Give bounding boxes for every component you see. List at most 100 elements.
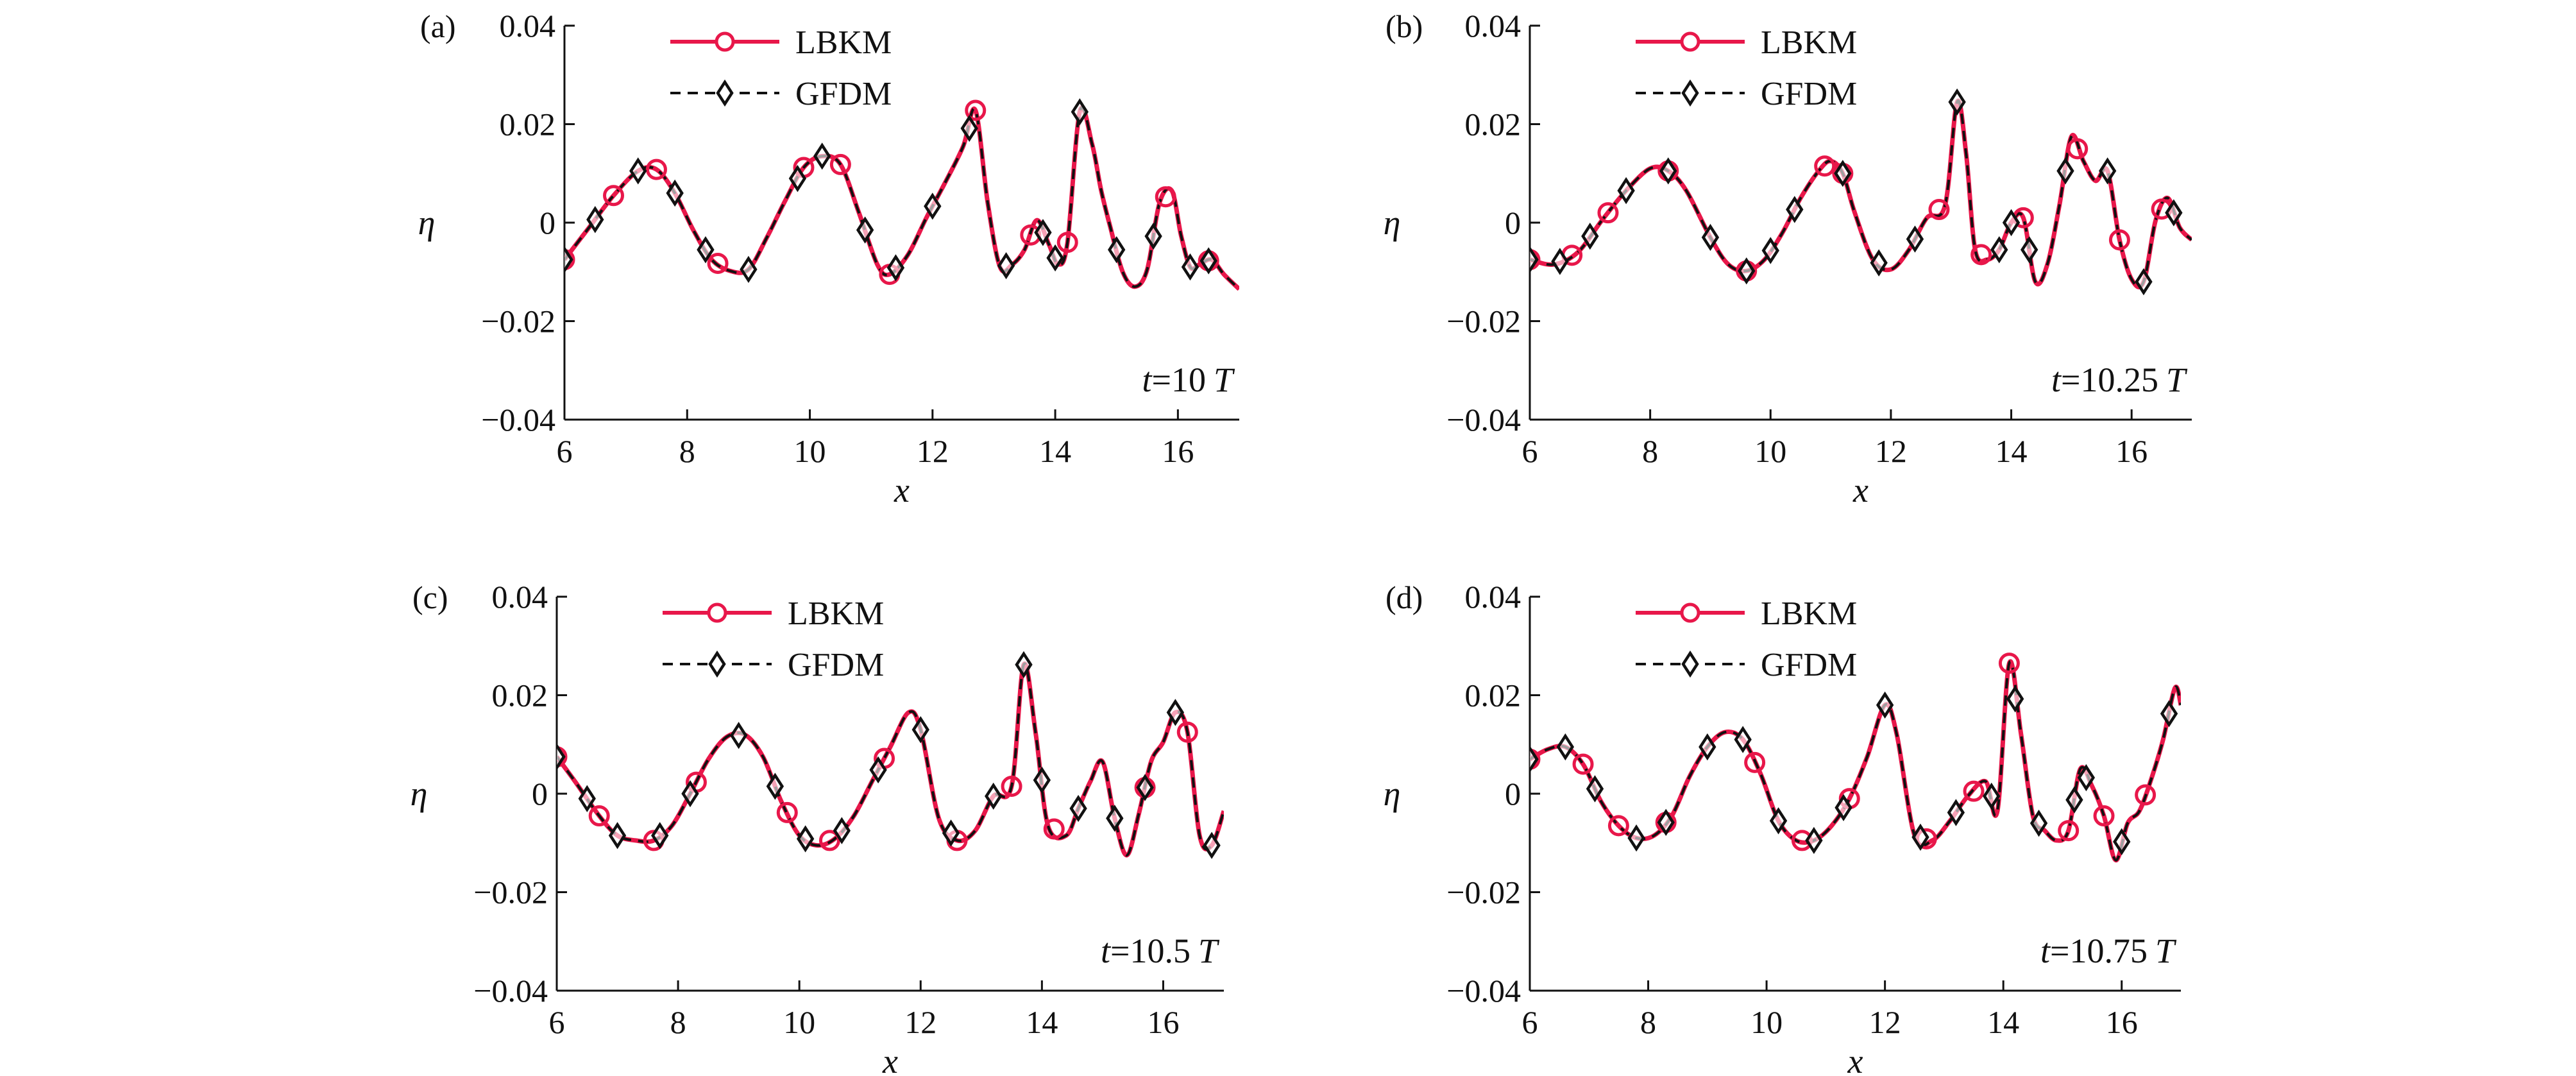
data-point-gfdm — [608, 822, 627, 850]
panel-label: (a) — [420, 8, 456, 44]
y-axis-label: η — [418, 203, 436, 242]
x-tick-label: 10 — [1754, 433, 1786, 469]
panel-a: −0.04 −0.02 0 0.02 0.04 6 8 10 12 14 16 x η (a) LBKM GF… — [418, 8, 1239, 509]
y-tick-label: 0.04 — [1465, 579, 1521, 615]
data-point-gfdm — [564, 246, 573, 273]
data-point-gfdm — [997, 252, 1015, 280]
data-point-gfdm — [886, 254, 905, 282]
data-point-lbkm — [564, 249, 575, 271]
data-point-lbkm — [1001, 775, 1022, 797]
x-tick-label: 14 — [1996, 433, 2028, 469]
data-point-lbkm — [818, 830, 840, 851]
time-unit: T — [1198, 932, 1220, 970]
data-point-gfdm — [1034, 219, 1052, 246]
data-point-gfdm — [740, 255, 758, 284]
data-point-gfdm — [629, 157, 647, 185]
legend: LBKM GFDM — [1636, 595, 1857, 683]
y-tick-label: 0 — [1505, 776, 1521, 812]
data-point-gfdm — [2056, 157, 2074, 185]
data-point-gfdm — [1870, 249, 1888, 277]
panel-d: −0.04 −0.02 0 0.02 0.04 6 8 10 12 14 16 x η (d) LBKM GF… — [1384, 579, 2181, 1076]
x-tick-label: 14 — [1039, 433, 1071, 469]
plot-area — [1530, 88, 2192, 296]
data-point-gfdm — [1108, 236, 1126, 264]
data-point-lbkm — [1814, 155, 1836, 177]
y-tick-label: 0.04 — [492, 579, 548, 615]
legend-label-lbkm: LBKM — [795, 24, 892, 61]
data-point-gfdm — [697, 236, 715, 264]
legend-label-gfdm: GFDM — [1761, 647, 1857, 683]
data-point-gfdm — [1556, 733, 1575, 761]
data-point-gfdm — [2021, 236, 2038, 264]
time-annotation: t=10.5 T — [1101, 932, 1220, 970]
time-value: 10.75 — [2069, 932, 2148, 970]
time-value: 10.25 — [2080, 361, 2158, 399]
data-point-gfdm — [1106, 805, 1124, 832]
data-point-lbkm — [1155, 186, 1176, 208]
x-tick-label: 6 — [549, 1004, 565, 1040]
plot-area — [564, 98, 1239, 291]
series-line-gfdm — [564, 106, 1239, 291]
data-point-gfdm — [1627, 824, 1645, 852]
data-point-gfdm — [1551, 248, 1569, 275]
data-point-lbkm — [1530, 249, 1541, 271]
series-line-lbkm — [564, 105, 1239, 291]
x-tick-label: 8 — [679, 433, 695, 469]
y-tick-label: −0.02 — [473, 875, 548, 910]
data-point-gfdm — [2029, 809, 2048, 837]
time-variable: t — [1142, 361, 1153, 399]
data-point-gfdm — [2113, 828, 2131, 855]
data-point-lbkm — [645, 158, 667, 180]
x-tick-label: 10 — [794, 433, 826, 469]
data-point-lbkm — [2067, 138, 2089, 160]
data-point-lbkm — [1963, 780, 1985, 802]
y-tick-label: −0.04 — [1446, 402, 1521, 438]
data-point-gfdm — [1983, 782, 2001, 810]
data-point-gfdm — [1769, 807, 1788, 835]
panel-label: (d) — [1385, 579, 1423, 615]
x-tick-label: 16 — [1162, 433, 1194, 469]
x-tick-label: 10 — [1750, 1004, 1783, 1040]
data-point-gfdm — [1876, 691, 1894, 719]
data-point-gfdm — [869, 756, 887, 784]
data-point-gfdm — [1586, 775, 1604, 803]
legend-label-lbkm: LBKM — [1761, 24, 1857, 61]
y-axis-label: η — [411, 774, 428, 813]
x-tick-label: 12 — [917, 433, 949, 469]
data-point-lbkm — [1607, 815, 1629, 837]
data-point-gfdm — [1069, 794, 1087, 823]
data-point-gfdm — [1786, 196, 1804, 223]
data-point-lbkm — [2058, 820, 2080, 842]
data-point-gfdm — [1181, 253, 1199, 281]
x-tick-label: 12 — [1869, 1004, 1901, 1040]
legend: LBKM GFDM — [1636, 24, 1857, 112]
legend-marker-lbkm — [715, 31, 735, 52]
data-point-gfdm — [911, 716, 929, 744]
legend-label-gfdm: GFDM — [788, 647, 884, 683]
y-tick-label: 0.02 — [500, 107, 556, 142]
data-point-lbkm — [588, 805, 610, 827]
data-point-gfdm — [1834, 160, 1852, 187]
data-point-lbkm — [1928, 199, 1950, 221]
data-point-gfdm — [766, 773, 784, 800]
time-unit: T — [2166, 361, 2188, 399]
time-variable: t — [2040, 932, 2051, 970]
data-point-lbkm — [1530, 748, 1541, 770]
y-tick-label: −0.02 — [1446, 875, 1521, 910]
y-tick-label: 0 — [1505, 205, 1521, 241]
y-tick-label: −0.04 — [1446, 973, 1521, 1009]
data-point-gfdm — [833, 817, 851, 844]
legend-marker-lbkm — [707, 602, 727, 623]
x-tick-label: 14 — [1987, 1004, 2019, 1040]
data-point-gfdm — [1906, 225, 1924, 253]
data-point-lbkm — [2108, 229, 2130, 251]
y-tick-label: 0.04 — [500, 8, 556, 44]
data-point-gfdm — [1734, 726, 1752, 753]
data-point-gfdm — [1761, 237, 1779, 264]
y-tick-label: −0.02 — [481, 303, 555, 339]
legend-marker-gfdm — [1681, 650, 1699, 678]
legend-marker-gfdm — [1681, 79, 1699, 107]
x-tick-label: 10 — [783, 1004, 815, 1040]
data-point-lbkm — [2093, 805, 2115, 827]
